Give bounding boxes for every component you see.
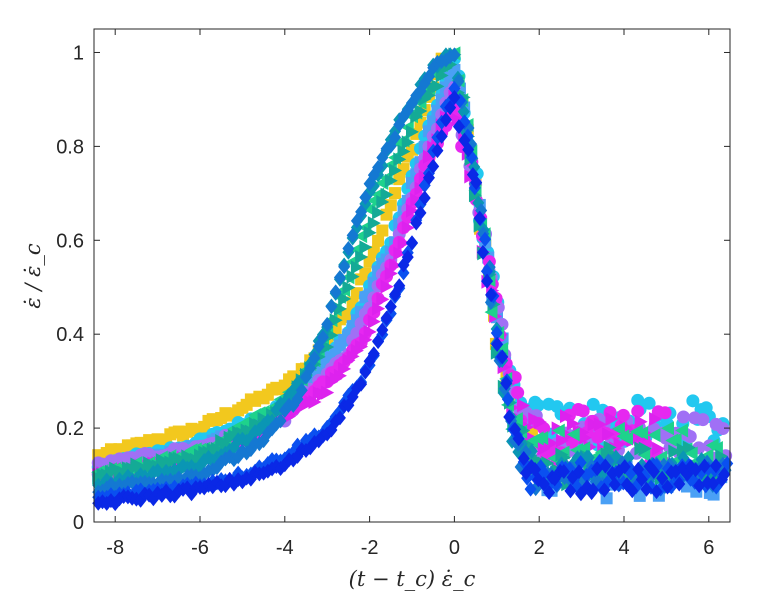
data-points (91, 46, 734, 512)
axes-frame (93, 28, 731, 523)
y-axis-label: ε̇ / ε̇_c (21, 243, 45, 308)
y-tick-label: 0 (73, 512, 84, 534)
y-tick-label: 0.2 (56, 418, 84, 440)
x-tick-label: 4 (618, 537, 629, 559)
axis-ticks: -8 -6 -4 -2 0 2 4 6 0 0.2 0.4 0.6 0.8 1 (56, 29, 730, 559)
axis-labels: (t − t_c) ε̇_c ε̇ / ε̇_c (21, 243, 476, 591)
y-tick-label: 0.4 (56, 324, 84, 346)
x-tick-label: -4 (276, 537, 294, 559)
x-tick-label: 2 (534, 537, 545, 559)
x-tick-label: -6 (191, 537, 209, 559)
y-tick-label: 0.8 (56, 136, 84, 158)
x-tick-label: 6 (703, 537, 714, 559)
x-axis-label: (t − t_c) ε̇_c (349, 567, 476, 591)
series-darkblue-diamonds (92, 89, 731, 512)
y-tick-label: 0.6 (56, 230, 84, 252)
x-tick-label: 0 (449, 537, 460, 559)
y-tick-label: 1 (73, 42, 84, 64)
x-tick-label: -8 (106, 537, 124, 559)
x-tick-label: -2 (361, 537, 379, 559)
